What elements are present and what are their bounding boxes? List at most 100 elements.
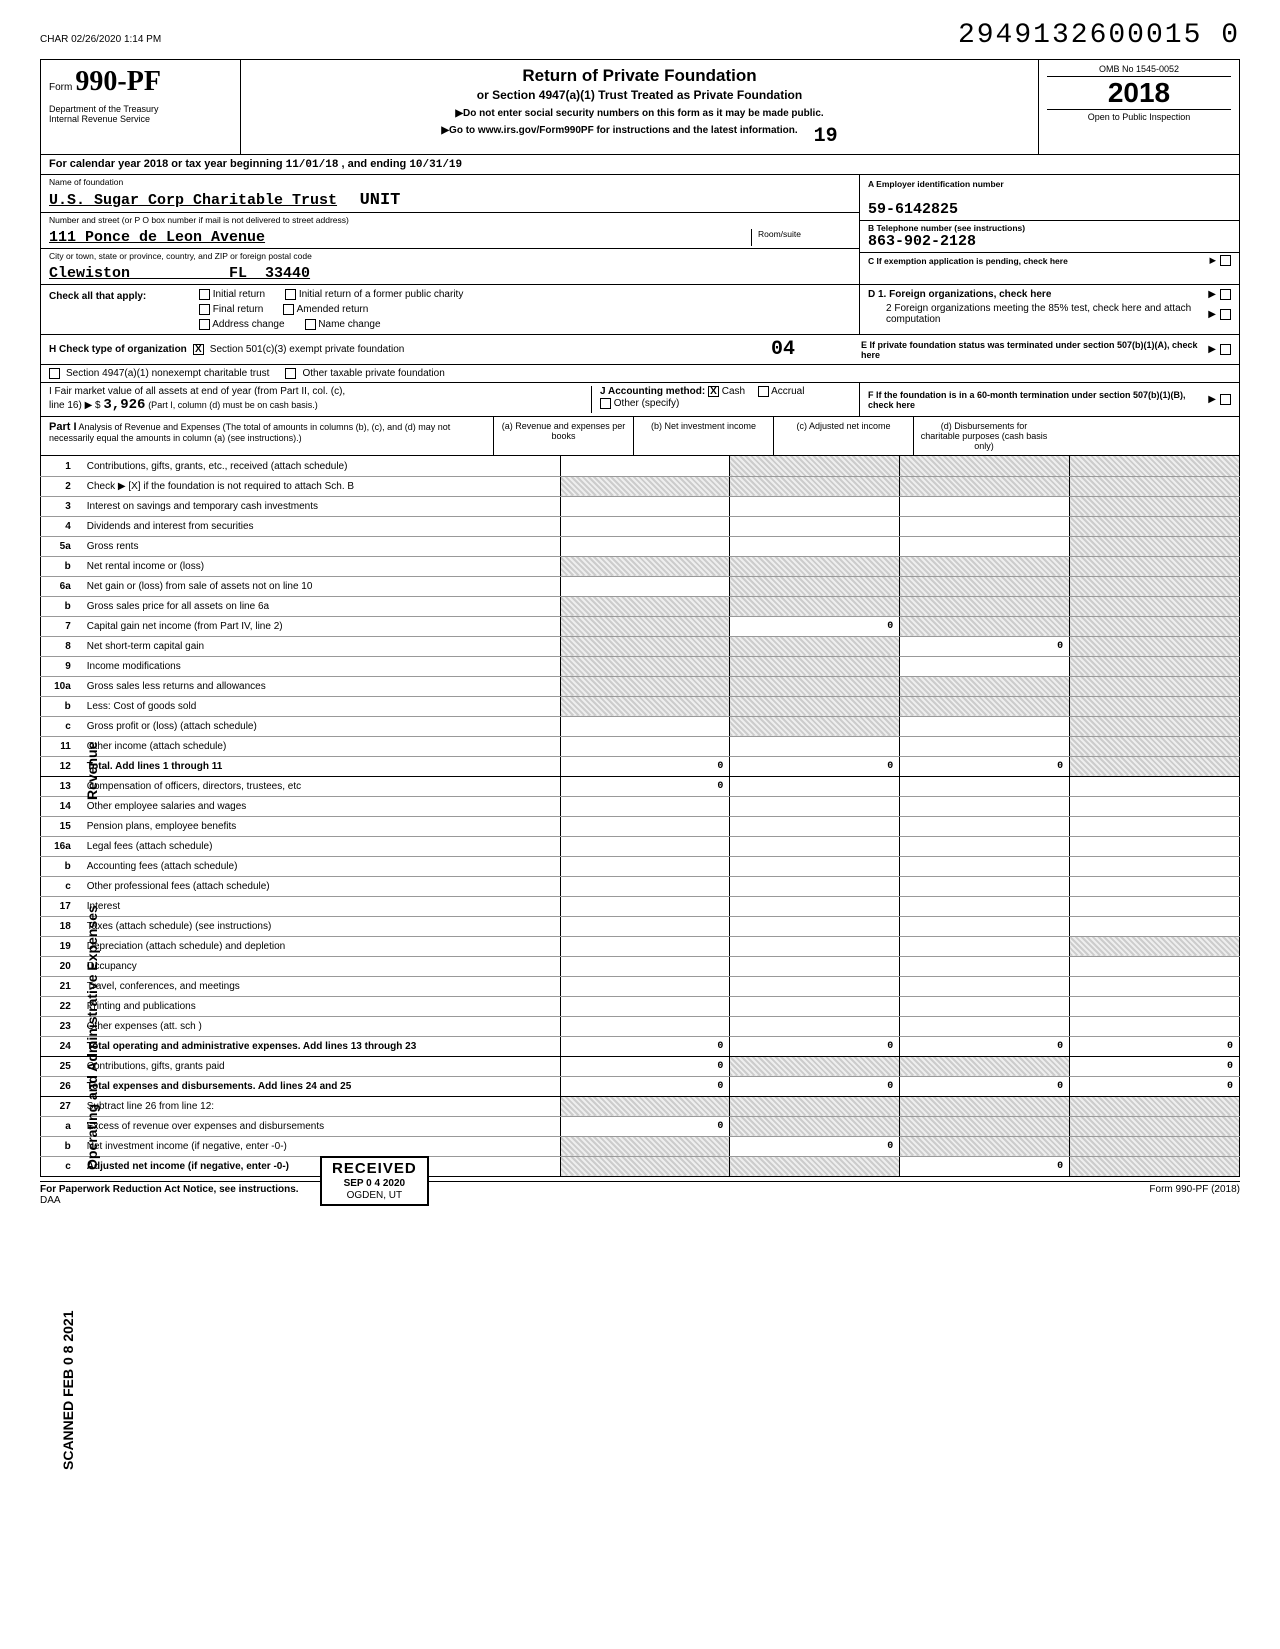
line-number: 18 [41, 916, 81, 936]
line-number: 11 [41, 736, 81, 756]
fmv-note: (Part I, column (d) must be on cash basi… [148, 400, 318, 410]
amount-cell: 0 [900, 636, 1070, 656]
line-number: 20 [41, 956, 81, 976]
amount-cell [560, 636, 730, 656]
amount-cell [730, 896, 900, 916]
line-desc: Taxes (attach schedule) (see instruction… [81, 916, 560, 936]
amount-cell [730, 956, 900, 976]
opt-other: Other taxable private foundation [302, 368, 444, 379]
checkbox-e[interactable] [1220, 344, 1231, 355]
checkbox-f[interactable] [1220, 394, 1231, 405]
amount-cell: 0 [730, 1036, 900, 1056]
amount-cell [730, 856, 900, 876]
amount-cell [560, 856, 730, 876]
checkbox-d1[interactable] [1220, 289, 1231, 300]
amount-cell [1070, 1136, 1240, 1156]
amount-cell [1070, 1096, 1240, 1116]
amount-cell [1070, 916, 1240, 936]
amount-cell [900, 476, 1070, 496]
lbl-address: Address change [212, 319, 284, 330]
table-row: bNet investment income (if negative, ent… [41, 1136, 1240, 1156]
checkbox-amended[interactable] [283, 304, 294, 315]
line-number: 25 [41, 1056, 81, 1076]
table-row: aExcess of revenue over expenses and dis… [41, 1116, 1240, 1136]
amount-cell [1070, 516, 1240, 536]
line-number: 3 [41, 496, 81, 516]
checkbox-accrual[interactable] [758, 386, 769, 397]
line-number: 27 [41, 1096, 81, 1116]
city-label: City or town, state or province, country… [41, 249, 859, 263]
amount-cell [900, 716, 1070, 736]
line-desc: Net short-term capital gain [81, 636, 560, 656]
line-number: 12 [41, 756, 81, 776]
amount-cell [900, 956, 1070, 976]
amount-cell [900, 1116, 1070, 1136]
line-desc: Travel, conferences, and meetings [81, 976, 560, 996]
table-row: cOther professional fees (attach schedul… [41, 876, 1240, 896]
checkbox-initial[interactable] [199, 289, 210, 300]
amount-cell [1070, 576, 1240, 596]
j-other: Other (specify) [614, 398, 680, 409]
amount-cell [560, 1136, 730, 1156]
line-number: 13 [41, 776, 81, 796]
table-row: 24Total operating and administrative exp… [41, 1036, 1240, 1056]
amount-cell [560, 1096, 730, 1116]
line-number: b [41, 596, 81, 616]
dln-number: 2949132600015 0 [958, 20, 1240, 51]
checkbox-other-taxable[interactable] [285, 368, 296, 379]
received-stamp: RECEIVED SEP 0 4 2020 OGDEN, UT [320, 1156, 429, 1206]
checkbox-name-change[interactable] [305, 319, 316, 330]
f-60month: F If the foundation is in a 60-month ter… [868, 390, 1204, 410]
checkbox-d2[interactable] [1220, 309, 1231, 320]
amount-cell [1070, 836, 1240, 856]
lbl-name-change: Name change [318, 319, 380, 330]
amount-cell [730, 1016, 900, 1036]
checkbox-c[interactable] [1220, 255, 1231, 266]
amount-cell [900, 1016, 1070, 1036]
part1-desc: Analysis of Revenue and Expenses (The to… [49, 422, 450, 443]
amount-cell [730, 656, 900, 676]
form-number: 990-PF [75, 66, 161, 97]
amount-cell [900, 816, 1070, 836]
amount-cell [1070, 716, 1240, 736]
checkbox-other-method[interactable] [600, 398, 611, 409]
line-desc: Gross profit or (loss) (attach schedule) [81, 716, 560, 736]
line-desc: Other professional fees (attach schedule… [81, 876, 560, 896]
line-desc: Interest on savings and temporary cash i… [81, 496, 560, 516]
checkbox-cash[interactable]: X [708, 386, 719, 397]
table-row: 16aLegal fees (attach schedule) [41, 836, 1240, 856]
amount-cell [730, 456, 900, 476]
amount-cell [900, 856, 1070, 876]
line-desc: Gross sales less returns and allowances [81, 676, 560, 696]
footer-form: Form 990-PF (2018) [1149, 1184, 1240, 1206]
foundation-name: U.S. Sugar Corp Charitable Trust [49, 192, 337, 209]
amount-cell [730, 476, 900, 496]
line-desc: Gross rents [81, 536, 560, 556]
fmv-amount: 3,926 [103, 397, 145, 413]
checkbox-4947[interactable] [49, 368, 60, 379]
amount-cell [900, 456, 1070, 476]
checkbox-initial-former[interactable] [285, 289, 296, 300]
city-state-zip: Clewiston FL 33440 [49, 265, 310, 282]
amount-cell [560, 536, 730, 556]
table-row: bGross sales price for all assets on lin… [41, 596, 1240, 616]
print-timestamp: CHAR 02/26/2020 1:14 PM [40, 34, 161, 45]
form-subtitle: or Section 4947(a)(1) Trust Treated as P… [249, 88, 1030, 102]
col-b-header: (b) Net investment income [634, 417, 774, 455]
line-number: 19 [41, 936, 81, 956]
j-cash: Cash [722, 387, 745, 398]
checkbox-final[interactable] [199, 304, 210, 315]
amount-cell [1070, 1016, 1240, 1036]
line-desc: Other income (attach schedule) [81, 736, 560, 756]
checkbox-address[interactable] [199, 319, 210, 330]
ty-prefix: For calendar year 2018 or tax year begin… [49, 158, 283, 170]
table-row: 9Income modifications [41, 656, 1240, 676]
amount-cell [1070, 536, 1240, 556]
phone-value: 863-902-2128 [868, 233, 1231, 250]
table-row: 23Other expenses (att. sch ) [41, 1016, 1240, 1036]
ty-begin: 11/01/18 [286, 159, 339, 171]
amount-cell: 0 [730, 756, 900, 776]
line-number: 2 [41, 476, 81, 496]
amount-cell: 0 [560, 776, 730, 796]
checkbox-501c3[interactable]: X [193, 344, 204, 355]
